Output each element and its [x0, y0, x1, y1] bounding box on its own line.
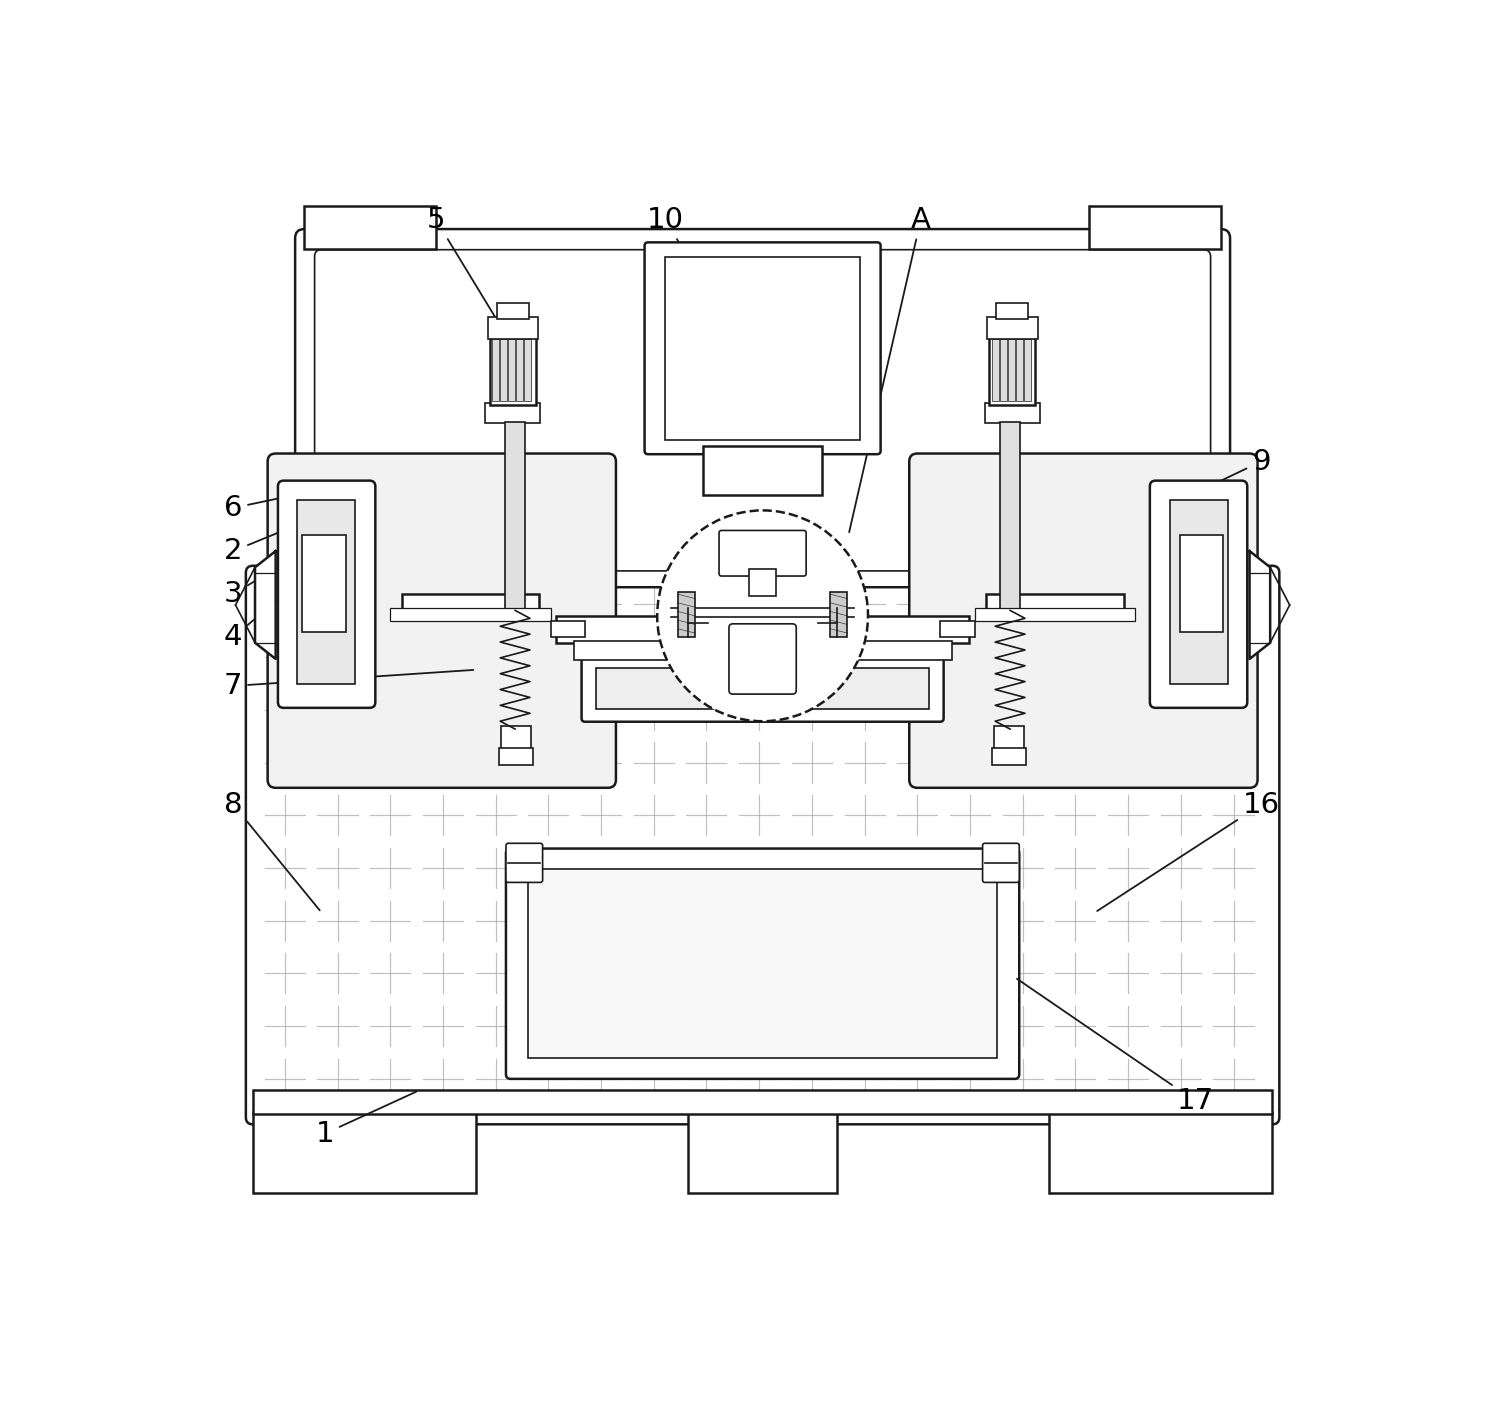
- Text: 3: 3: [225, 558, 293, 608]
- Bar: [551, 621, 585, 637]
- Bar: [1016, 339, 1022, 401]
- Bar: [500, 339, 507, 401]
- Text: A: A: [850, 206, 930, 532]
- FancyBboxPatch shape: [1150, 481, 1247, 708]
- Bar: [493, 339, 498, 401]
- Bar: [557, 616, 969, 643]
- Text: 10: 10: [647, 206, 722, 311]
- Text: 2: 2: [225, 509, 336, 565]
- Bar: [1007, 339, 1015, 401]
- FancyBboxPatch shape: [982, 843, 1019, 883]
- FancyBboxPatch shape: [506, 843, 543, 883]
- Bar: [991, 748, 1027, 765]
- Bar: [597, 668, 929, 709]
- Bar: [501, 726, 531, 750]
- Bar: [994, 726, 1024, 750]
- Bar: [524, 339, 531, 401]
- FancyBboxPatch shape: [644, 242, 881, 454]
- Text: 9: 9: [1189, 447, 1271, 496]
- Bar: [402, 594, 539, 618]
- Bar: [748, 569, 777, 597]
- FancyBboxPatch shape: [506, 849, 1019, 1079]
- Bar: [975, 608, 1135, 621]
- Text: 1: 1: [315, 1091, 417, 1147]
- Bar: [498, 748, 534, 765]
- Text: 7: 7: [225, 670, 473, 700]
- Bar: [305, 206, 436, 249]
- Bar: [665, 256, 860, 440]
- Bar: [990, 335, 1036, 405]
- FancyBboxPatch shape: [295, 230, 1231, 587]
- Bar: [997, 303, 1028, 319]
- Bar: [987, 594, 1123, 618]
- Bar: [488, 317, 539, 339]
- Bar: [253, 1090, 1272, 1114]
- Bar: [528, 869, 997, 1058]
- FancyBboxPatch shape: [278, 481, 375, 708]
- Bar: [516, 339, 524, 401]
- Circle shape: [658, 510, 868, 722]
- Bar: [1180, 535, 1223, 632]
- Bar: [390, 608, 551, 621]
- Bar: [573, 640, 952, 660]
- Polygon shape: [254, 551, 275, 658]
- Bar: [253, 1112, 476, 1194]
- Bar: [985, 403, 1040, 423]
- Bar: [302, 535, 345, 632]
- FancyBboxPatch shape: [729, 623, 796, 693]
- Bar: [679, 593, 695, 637]
- Text: 6: 6: [225, 492, 308, 523]
- Text: 8: 8: [225, 790, 320, 911]
- Bar: [509, 339, 515, 401]
- Bar: [940, 621, 975, 637]
- FancyBboxPatch shape: [909, 454, 1257, 787]
- Bar: [991, 339, 998, 401]
- FancyBboxPatch shape: [582, 656, 943, 722]
- Text: 17: 17: [1016, 979, 1214, 1115]
- Bar: [504, 422, 525, 611]
- Bar: [298, 500, 354, 684]
- Bar: [830, 593, 847, 637]
- Bar: [987, 317, 1037, 339]
- Bar: [702, 447, 823, 495]
- FancyBboxPatch shape: [314, 249, 1211, 570]
- FancyBboxPatch shape: [268, 454, 616, 787]
- FancyBboxPatch shape: [719, 531, 806, 576]
- Text: 5: 5: [427, 206, 512, 343]
- Bar: [1049, 1112, 1272, 1194]
- Bar: [485, 403, 540, 423]
- Bar: [1024, 339, 1031, 401]
- Polygon shape: [1250, 551, 1271, 658]
- Bar: [490, 335, 536, 405]
- Bar: [1089, 206, 1222, 249]
- Text: 4: 4: [225, 595, 281, 651]
- FancyBboxPatch shape: [246, 566, 1280, 1125]
- Bar: [687, 1112, 838, 1194]
- Bar: [1000, 339, 1007, 401]
- Bar: [1171, 500, 1228, 684]
- Text: 16: 16: [1097, 790, 1280, 911]
- Bar: [497, 303, 528, 319]
- Bar: [1000, 422, 1021, 611]
